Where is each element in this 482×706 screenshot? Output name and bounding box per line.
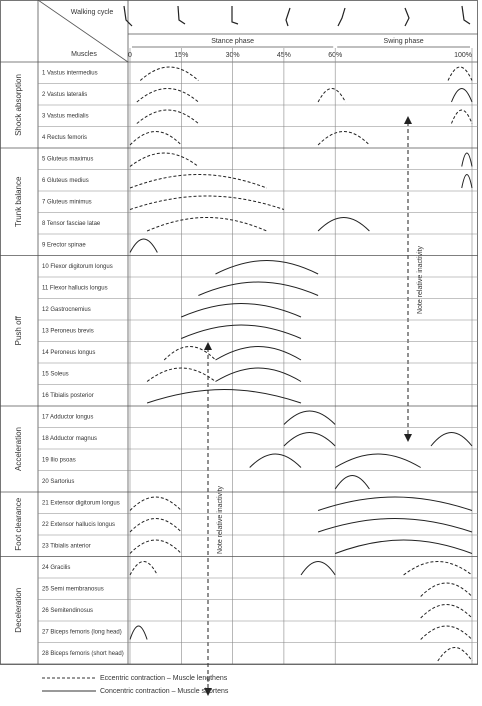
legend-label: Concentric contraction – Muscle shortens (100, 688, 229, 695)
activity-curve (462, 175, 472, 189)
activity-curve (130, 239, 157, 253)
muscle-name: 27 Biceps femoris (long head) (42, 629, 122, 635)
leg-icon (232, 6, 238, 24)
arrow-head (404, 434, 412, 442)
activity-curve (140, 67, 198, 81)
activity-curve (421, 583, 472, 597)
activity-curve (216, 347, 302, 361)
activity-curve (250, 454, 301, 468)
muscle-name: 1 Vastus intermedius (42, 70, 98, 76)
muscle-name: 13 Peroneus brevis (42, 328, 94, 334)
activity-curve (130, 196, 284, 210)
group-label: Foot clearance (14, 497, 23, 550)
muscle-name: 21 Extensor digitorum longus (42, 500, 120, 506)
activity-curve (130, 540, 181, 554)
activity-curve (301, 562, 335, 576)
activity-curve (137, 110, 199, 124)
muscle-name: 25 Semi membranosus (42, 586, 104, 592)
muscle-name: 2 Vastus lateralis (42, 92, 87, 98)
activity-curve (181, 325, 301, 339)
activity-curve (130, 562, 157, 576)
activity-curve (147, 390, 301, 404)
leg-icons (124, 6, 470, 26)
muscle-name: 18 Adductor magnus (42, 436, 97, 442)
leg-icon (462, 6, 470, 24)
muscle-name: 17 Adductor longus (42, 414, 93, 420)
leg-icon (338, 8, 345, 26)
activity-curve (335, 454, 421, 468)
muscle-name: 4 Rectus femoris (42, 135, 87, 141)
activity-curve (130, 175, 267, 189)
leg-icon (405, 8, 409, 26)
muscle-name: 20 Sartorius (42, 479, 74, 485)
group-label: Deceleration (14, 588, 23, 633)
muscle-name: 7 Gluteus minimus (42, 199, 92, 205)
tick-label: 100% (454, 52, 472, 59)
muscle-name: 6 Gluteus medius (42, 178, 89, 184)
activity-curve (284, 411, 335, 425)
activity-curve (438, 648, 472, 662)
muscle-name: 15 Soleus (42, 371, 69, 377)
muscle-name: 23 Tibialis anterior (42, 543, 91, 549)
muscle-name: 3 Vastus medialis (42, 113, 89, 119)
muscle-name: 5 Gluteus maximus (42, 156, 93, 162)
muscle-name: 8 Tensor fasciae latae (42, 221, 101, 227)
activity-curve (147, 218, 267, 232)
activity-curve (335, 540, 472, 554)
activity-curve (421, 605, 472, 619)
muscle-name: 24 Gracilis (42, 565, 70, 571)
activity-curve (335, 476, 369, 490)
activity-curve (421, 626, 472, 640)
muscle-name: 28 Biceps femoris (short head) (42, 651, 124, 657)
activity-curve (451, 110, 472, 124)
muscle-name: 19 Ilio psoas (42, 457, 76, 463)
leg-icon (178, 6, 185, 24)
activity-curve (462, 153, 472, 167)
activity-curve (318, 497, 472, 511)
activity-curve (130, 626, 147, 640)
muscle-name: 10 Flexor digitorum longus (42, 264, 113, 270)
activity-curve (448, 67, 472, 81)
arrow-head (404, 116, 412, 124)
muscles-label: Muscles (71, 51, 97, 58)
activity-curve (284, 433, 335, 447)
activity-curve (216, 261, 319, 275)
activity-curve (216, 368, 302, 382)
arrow-head (204, 342, 212, 350)
activity-curve (451, 89, 472, 103)
muscle-name: 14 Peroneus longus (42, 350, 95, 356)
phase-label: Swing phase (384, 38, 424, 45)
activity-curve (318, 519, 472, 533)
group-label: Shock absorption (14, 74, 23, 136)
activity-curve (137, 89, 199, 103)
walking-cycle-label: Walking cycle (71, 9, 114, 16)
muscle-name: 16 Tibialis posterior (42, 393, 94, 399)
muscle-name: 11 Flexor hallucis longus (42, 285, 108, 291)
activity-curve (318, 89, 345, 103)
group-label: Acceleration (14, 427, 23, 471)
activity-curve (130, 497, 181, 511)
page: Walking cycle Muscles Note relative inac… (0, 0, 482, 706)
activity-curve (404, 562, 472, 576)
muscle-name: 22 Extensor hallucis longus (42, 522, 115, 528)
leg-icon (286, 8, 290, 26)
group-label: Trunk balance (14, 176, 23, 227)
activity-curve (198, 282, 318, 296)
inactivity-note: Note relative inactivity (217, 485, 224, 554)
muscle-name: 12 Gastrocnemius (42, 307, 91, 313)
activity-curve (318, 218, 369, 232)
gait-diagram: Walking cycle Muscles Note relative inac… (0, 0, 482, 706)
activity-curve (431, 433, 472, 447)
activity-curve (318, 132, 369, 146)
group-label: Push off (14, 315, 23, 345)
legend-label: Eccentric contraction – Muscle lengthens (100, 675, 228, 682)
activity-curve (130, 519, 181, 533)
muscle-name: 26 Semitendinosus (42, 608, 93, 614)
phase-label: Stance phase (211, 38, 254, 45)
muscle-name: 9 Erector spinae (42, 242, 86, 248)
activity-curve (130, 132, 181, 146)
activity-curve (130, 153, 198, 167)
activity-curve (181, 304, 301, 318)
